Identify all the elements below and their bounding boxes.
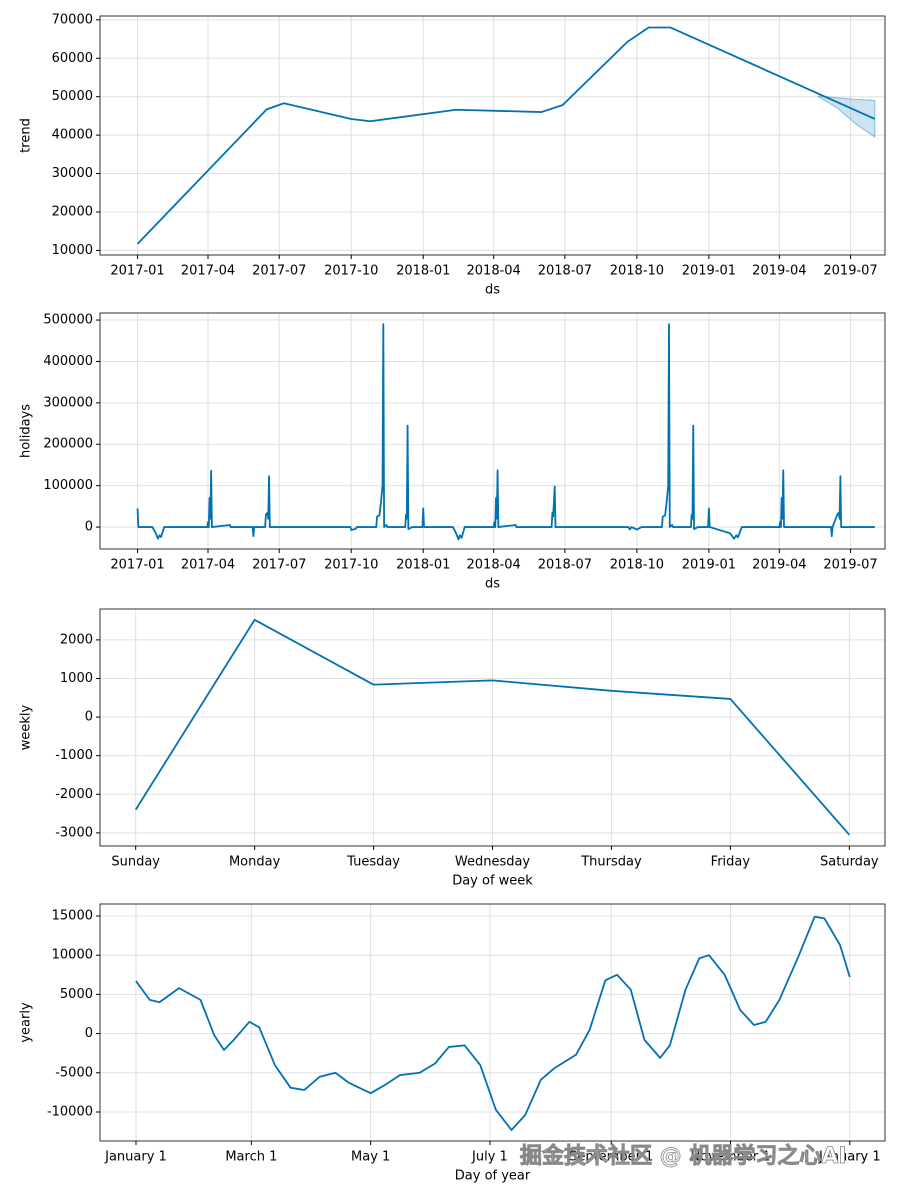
x-tick-label: 2017-10 — [324, 558, 378, 573]
plot-frame — [99, 312, 886, 550]
x-tick-label: Monday — [229, 855, 281, 870]
x-tick-label: Thursday — [580, 855, 642, 870]
y-tick-label: 5000 — [60, 987, 93, 1002]
x-tick-label: 2018-07 — [538, 264, 592, 279]
x-axis-label: Day of week — [452, 874, 533, 889]
x-tick-label: 2017-07 — [252, 264, 306, 279]
line — [136, 323, 875, 541]
x-tick-label: 2017-07 — [252, 558, 306, 573]
x-tick-label: January 1 — [104, 1150, 167, 1165]
y-tick-label: 100000 — [43, 478, 93, 493]
x-tick-label: 2017-04 — [181, 264, 235, 279]
x-tick-label: 2018-10 — [610, 558, 664, 573]
x-tick-label: Friday — [711, 855, 751, 870]
line — [135, 915, 851, 1131]
y-tick-label: 0 — [85, 1026, 93, 1041]
plot-frame — [99, 903, 886, 1142]
y-tick-label: -10000 — [47, 1104, 93, 1119]
y-tick-label: 15000 — [52, 908, 93, 923]
y-tick-label: 0 — [85, 520, 93, 535]
x-tick-label: 2018-04 — [467, 558, 521, 573]
y-tick-label: -2000 — [55, 787, 93, 802]
y-tick-label: 40000 — [52, 128, 93, 143]
y-tick-label: 10000 — [52, 948, 93, 963]
y-axis-label: yearly — [19, 1002, 34, 1043]
x-tick-label: March 1 — [225, 1150, 277, 1165]
x-tick-label: 2018-10 — [610, 264, 664, 279]
y-tick-label: 10000 — [52, 243, 93, 258]
x-tick-label: November 1 — [690, 1150, 770, 1165]
x-tick-label: Saturday — [820, 855, 879, 870]
y-tick-label: -1000 — [55, 748, 93, 763]
x-tick-label: 2019-07 — [823, 264, 877, 279]
y-tick-label: -3000 — [55, 825, 93, 840]
x-tick-label: 2017-01 — [110, 264, 164, 279]
x-tick-label: 2018-01 — [396, 558, 450, 573]
y-tick-label: -5000 — [55, 1065, 93, 1080]
x-tick-label: May 1 — [351, 1150, 390, 1165]
line — [136, 26, 876, 245]
x-tick-label: 2019-01 — [682, 264, 736, 279]
x-tick-label: 2018-07 — [538, 558, 592, 573]
x-tick-label: Sunday — [111, 855, 160, 870]
x-tick-label: 2017-01 — [110, 558, 164, 573]
y-axis-label: weekly — [19, 704, 34, 750]
y-tick-label: 500000 — [43, 313, 93, 328]
y-tick-label: 30000 — [52, 166, 93, 181]
x-tick-label: 2018-04 — [467, 264, 521, 279]
y-tick-label: 2000 — [60, 632, 93, 647]
x-tick-label: Wednesday — [455, 855, 531, 870]
y-tick-label: 20000 — [52, 204, 93, 219]
x-tick-label: July 1 — [471, 1150, 508, 1165]
x-tick-label: 2017-04 — [181, 558, 235, 573]
x-tick-label: September 1 — [569, 1150, 653, 1165]
x-tick-label: 2019-04 — [752, 558, 806, 573]
x-tick-label: 2018-01 — [396, 264, 450, 279]
x-axis-label: ds — [485, 283, 500, 298]
x-tick-label: January 1 — [818, 1150, 881, 1165]
y-axis-label: holidays — [19, 404, 34, 458]
plot-frame — [99, 15, 886, 256]
uncertainty-band — [817, 95, 876, 138]
x-axis-label: Day of year — [455, 1169, 531, 1184]
x-tick-label: 2019-01 — [682, 558, 736, 573]
plot-frame — [99, 608, 886, 847]
y-tick-label: 50000 — [52, 89, 93, 104]
watermark: 掘金技术社区 @ 机器学习之心AI — [520, 1143, 847, 1169]
x-tick-label: Tuesday — [346, 855, 400, 870]
y-axis-label: trend — [19, 118, 34, 153]
y-tick-label: 1000 — [60, 671, 93, 686]
x-axis-label: ds — [485, 577, 500, 592]
line — [134, 618, 850, 836]
x-tick-label: 2019-07 — [823, 558, 877, 573]
x-tick-label: 2017-10 — [324, 264, 378, 279]
y-tick-label: 0 — [85, 710, 93, 725]
y-tick-label: 400000 — [43, 354, 93, 369]
x-tick-label: 2019-04 — [752, 264, 806, 279]
y-tick-label: 60000 — [52, 51, 93, 66]
y-tick-label: 300000 — [43, 395, 93, 410]
y-tick-label: 70000 — [52, 12, 93, 27]
y-tick-label: 200000 — [43, 437, 93, 452]
